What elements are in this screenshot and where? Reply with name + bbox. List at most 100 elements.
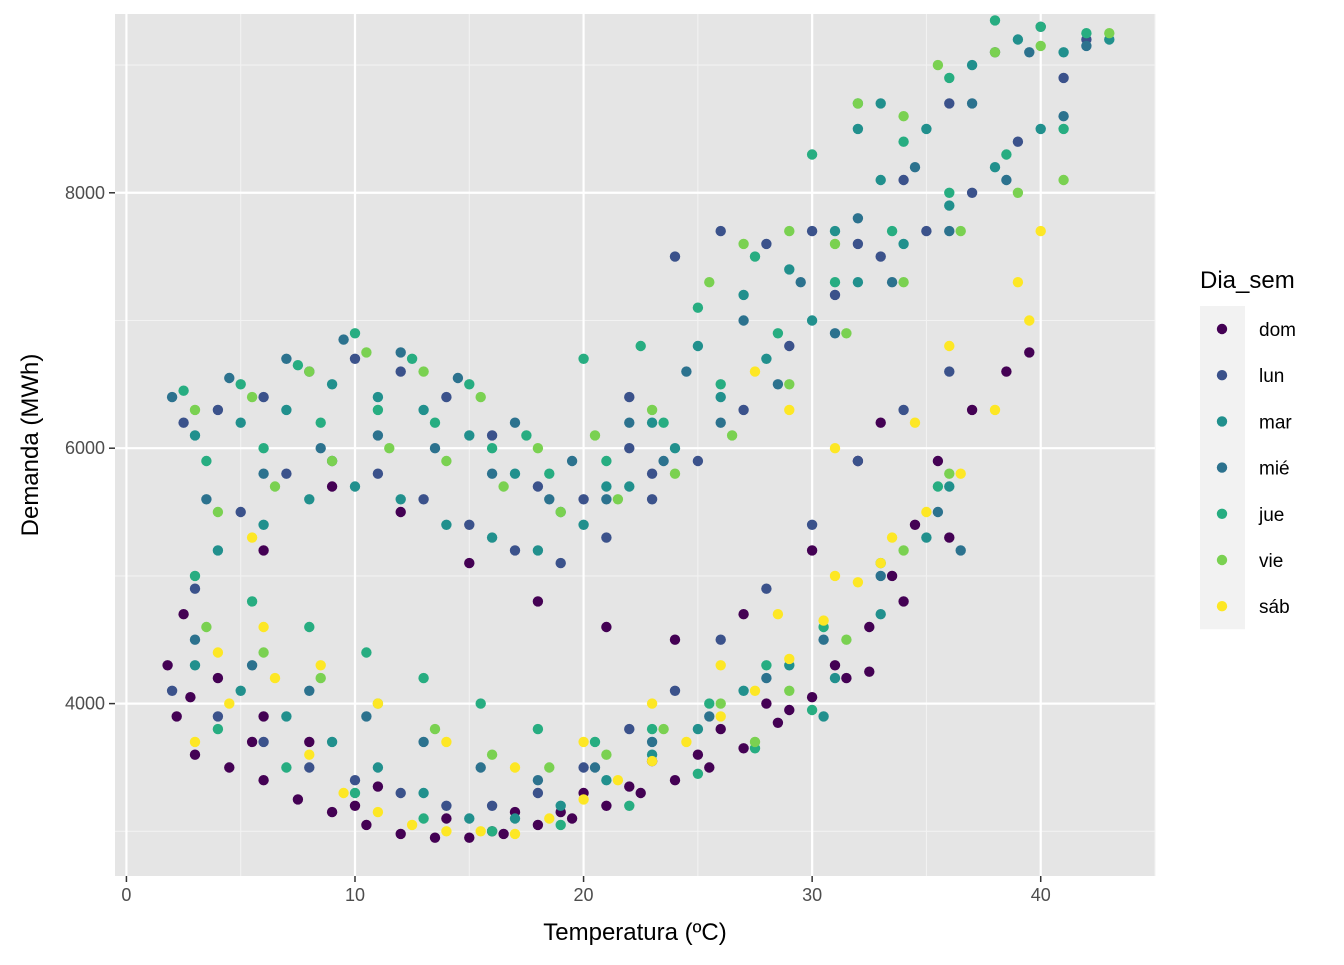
data-point — [704, 698, 715, 709]
data-point — [749, 736, 761, 748]
data-point — [966, 59, 978, 71]
data-point — [829, 443, 841, 454]
data-point — [178, 417, 189, 428]
data-point — [201, 494, 212, 505]
y-tick-label: 8000 — [65, 183, 105, 203]
data-point — [624, 481, 635, 492]
data-point — [738, 315, 749, 326]
data-point — [326, 379, 338, 390]
data-point — [624, 723, 635, 735]
data-point — [212, 672, 224, 684]
data-point — [1024, 347, 1035, 358]
data-point — [898, 238, 909, 250]
data-point — [349, 353, 361, 364]
data-point — [384, 443, 395, 454]
data-point — [761, 353, 772, 364]
data-point — [464, 832, 475, 843]
data-point — [624, 391, 635, 403]
data-point — [852, 577, 864, 588]
data-point — [944, 200, 955, 211]
data-point — [658, 723, 669, 735]
data-point — [224, 372, 235, 384]
data-point — [235, 506, 246, 518]
data-point — [921, 506, 932, 518]
data-point — [669, 634, 681, 645]
data-point — [852, 98, 864, 109]
data-point — [886, 532, 898, 543]
legend-label: mié — [1259, 459, 1290, 480]
data-point — [326, 806, 338, 818]
data-point — [224, 762, 235, 773]
data-point — [544, 468, 555, 479]
data-point — [955, 225, 966, 237]
data-point — [1058, 47, 1069, 58]
data-point — [944, 532, 955, 543]
data-point — [1081, 28, 1092, 39]
data-point — [646, 404, 658, 416]
data-point — [738, 238, 749, 250]
data-point — [281, 711, 292, 722]
data-point — [772, 328, 784, 339]
data-point — [464, 379, 475, 390]
data-point — [692, 749, 704, 760]
data-point — [509, 468, 521, 479]
data-point — [212, 711, 224, 722]
data-point — [681, 736, 692, 748]
data-point — [315, 443, 326, 454]
data-point — [658, 455, 669, 467]
data-point — [429, 443, 441, 454]
data-point — [921, 123, 932, 135]
data-point — [784, 340, 795, 352]
data-point — [909, 417, 921, 428]
data-point — [281, 762, 292, 773]
data-point — [589, 736, 601, 748]
data-point — [932, 455, 944, 467]
data-point — [624, 800, 635, 811]
data-point — [315, 660, 326, 671]
data-point — [544, 813, 555, 824]
data-point — [806, 149, 818, 160]
data-point — [1012, 277, 1024, 288]
data-point — [646, 468, 658, 479]
series-sáb — [189, 225, 1046, 840]
data-point — [738, 685, 749, 696]
data-point — [429, 832, 441, 843]
data-point — [692, 302, 704, 313]
data-point — [795, 277, 806, 288]
data-point — [772, 609, 784, 620]
data-point — [601, 481, 612, 492]
data-point — [429, 417, 441, 428]
series-mar — [189, 34, 1115, 824]
data-point — [1001, 366, 1012, 377]
data-point — [372, 781, 384, 792]
axes: 0 10 20 30 40 4000 6000 8000 — [65, 183, 1051, 905]
data-point — [818, 634, 829, 645]
data-point — [589, 762, 601, 773]
series-lun — [166, 21, 1092, 811]
data-point — [898, 277, 909, 288]
data-point — [921, 225, 932, 237]
data-point — [944, 340, 955, 352]
data-point — [738, 404, 749, 416]
data-point — [326, 455, 338, 467]
data-point — [921, 532, 932, 543]
data-point — [578, 762, 589, 773]
data-point — [761, 238, 772, 250]
data-point — [944, 225, 955, 237]
data-point — [852, 123, 864, 135]
data-point — [989, 162, 1001, 173]
data-point — [1081, 40, 1092, 52]
data-point — [692, 723, 704, 735]
data-point — [212, 506, 224, 518]
data-point — [486, 532, 498, 543]
data-point — [738, 289, 749, 301]
data-point — [1012, 136, 1024, 147]
data-point — [521, 430, 532, 441]
data-point — [532, 775, 544, 786]
data-point — [349, 481, 361, 492]
data-point — [658, 417, 669, 428]
data-point — [841, 634, 852, 645]
data-point — [338, 334, 349, 345]
data-point — [304, 762, 315, 773]
data-point — [1058, 174, 1069, 186]
